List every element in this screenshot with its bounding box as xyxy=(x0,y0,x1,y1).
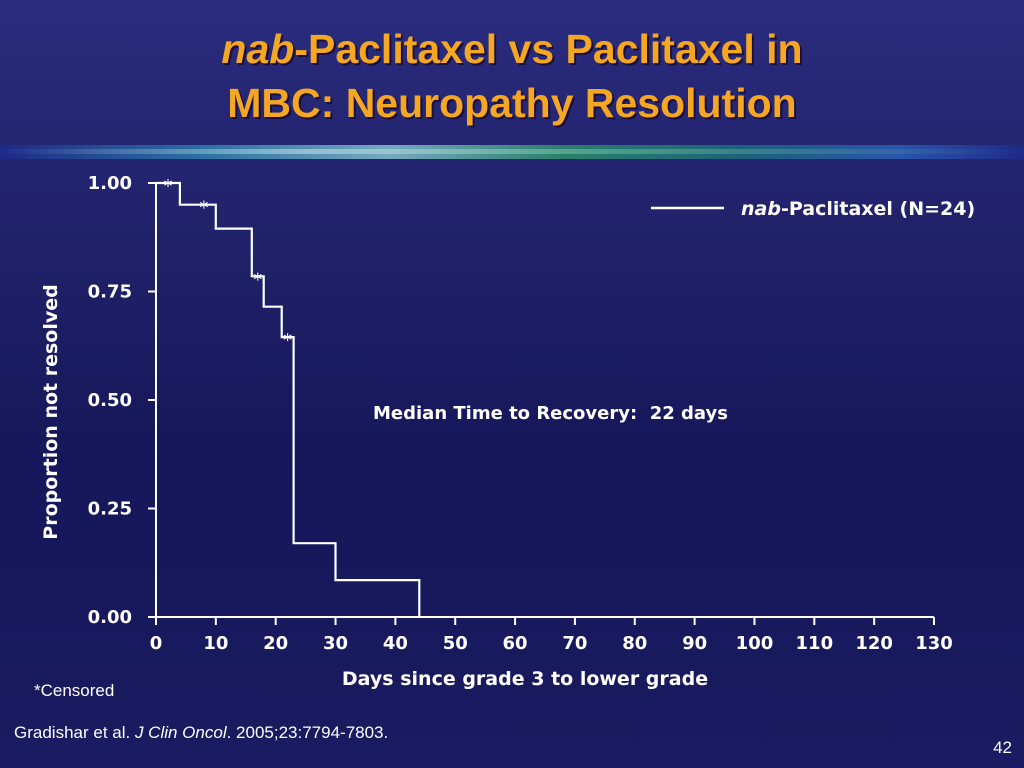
x-tick-label: 90 xyxy=(682,633,707,654)
censored-marker: * xyxy=(199,198,208,219)
y-tick-label: 1.00 xyxy=(88,173,132,194)
censored-marker: * xyxy=(163,176,172,197)
x-tick-label: 40 xyxy=(383,633,408,654)
y-tick-label: 0.50 xyxy=(88,390,132,411)
y-tick-label: 0.75 xyxy=(88,282,132,303)
y-axis-label: Proportion not resolved xyxy=(40,284,62,539)
slide-title: nab-Paclitaxel vs Paclitaxel in MBC: Neu… xyxy=(0,22,1024,130)
legend-label: nab-Paclitaxel (N=24) xyxy=(741,198,975,220)
censored-marker: * xyxy=(283,330,292,351)
x-tick-label: 70 xyxy=(562,633,587,654)
x-tick-label: 120 xyxy=(855,633,893,654)
censored-footnote: *Censored xyxy=(34,681,115,700)
survival-step-line xyxy=(156,181,421,617)
y-tick-label: 0.00 xyxy=(88,607,132,628)
x-tick-label: 60 xyxy=(503,633,528,654)
x-tick-label: 30 xyxy=(323,633,348,654)
x-tick-label: 100 xyxy=(736,633,774,654)
citation-authors: Gradishar et al. xyxy=(14,723,135,742)
x-tick-label: 0 xyxy=(150,633,163,654)
decorative-band-highlight xyxy=(0,149,1024,154)
x-tick-label: 50 xyxy=(443,633,468,654)
censored-marker: * xyxy=(253,269,262,290)
title-line-2: MBC: Neuropathy Resolution xyxy=(227,80,797,126)
title-line-1-text: -Paclitaxel vs Paclitaxel in xyxy=(294,26,803,72)
title-italic-prefix: nab xyxy=(221,26,295,72)
x-tick-label: 10 xyxy=(203,633,228,654)
y-tick-label: 0.25 xyxy=(88,499,132,520)
legend-label-italic: nab xyxy=(741,198,781,220)
median-annotation: Median Time to Recovery: 22 days xyxy=(373,403,728,424)
x-axis-label: Days since grade 3 to lower grade xyxy=(342,668,708,690)
x-tick-label: 130 xyxy=(915,633,953,654)
title-line-1: nab-Paclitaxel vs Paclitaxel in xyxy=(0,22,1024,76)
x-tick-label: 20 xyxy=(263,633,288,654)
x-tick-label: 110 xyxy=(796,633,834,654)
citation: Gradishar et al. J Clin Oncol. 2005;23:7… xyxy=(14,723,388,743)
legend-label-rest: -Paclitaxel (N=24) xyxy=(781,198,975,220)
x-tick-label: 80 xyxy=(622,633,647,654)
citation-journal: J Clin Oncol xyxy=(134,723,227,742)
citation-details: . 2005;23:7794-7803. xyxy=(226,723,389,742)
page-number: 42 xyxy=(993,738,1012,757)
